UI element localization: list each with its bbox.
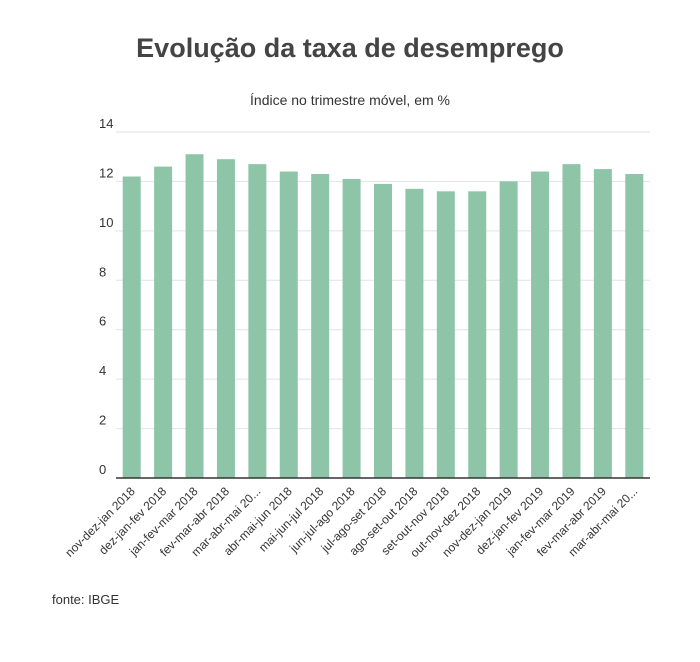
bar [562,164,581,478]
bar [374,183,392,478]
bar [279,171,298,479]
chart-title: Evolução da taxa de desemprego [136,33,564,63]
bar [625,174,644,478]
y-tick-label: 10 [99,215,113,230]
bar [436,191,455,479]
bar [405,188,424,479]
bar [593,169,612,479]
bar [499,181,518,478]
bar [216,159,235,478]
chart-subtitle: Índice no trimestre móvel, em % [250,92,450,108]
y-tick-label: 2 [99,413,106,428]
bar [468,191,487,479]
y-tick-label: 4 [99,363,106,378]
y-axis-ticks: 0 2 4 6 8 10 12 14 [99,116,113,477]
bar [122,176,141,478]
source-note: fonte: IBGE [52,592,120,607]
bar [185,154,204,478]
bar [311,174,330,478]
y-tick-label: 8 [99,264,106,279]
bar [342,178,361,478]
y-tick-label: 12 [99,165,113,180]
bar [154,166,173,478]
y-tick-label: 6 [99,314,106,329]
y-tick-label: 14 [99,116,113,131]
bars [122,154,644,479]
y-tick-label: 0 [99,462,106,477]
bar [248,164,267,478]
bar [531,171,550,479]
